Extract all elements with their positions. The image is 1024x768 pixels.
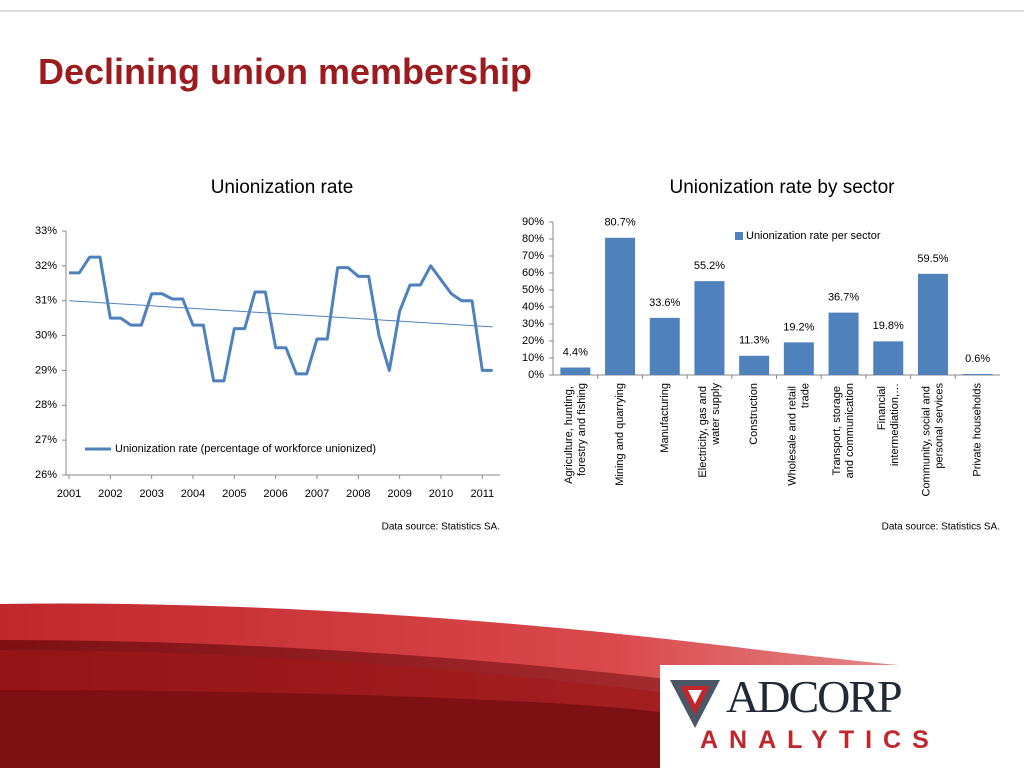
x-tick-label: 2003 — [139, 488, 163, 500]
value-label: 36.7% — [828, 292, 859, 304]
bar — [694, 281, 725, 375]
chart-title: Unionization rate by sector — [670, 177, 896, 198]
x-tick-label: Construction — [748, 383, 760, 445]
value-label: 19.2% — [783, 321, 814, 333]
value-label: 4.4% — [563, 346, 588, 358]
slide-title: Declining union membership — [38, 51, 532, 92]
value-label: 0.6% — [965, 353, 990, 365]
x-tick-label: Manufacturing — [659, 383, 671, 453]
bar — [649, 317, 680, 375]
x-tick-label: Agriculture, hunting, forestry and fishi… — [563, 383, 588, 484]
logo-panel — [660, 665, 1024, 768]
x-tick-label: 2009 — [387, 488, 411, 500]
source-note: Data source: Statistics SA. — [882, 522, 1000, 533]
x-tick-label: 2006 — [263, 488, 287, 500]
legend-swatch — [735, 232, 743, 240]
y-tick-label: 80% — [522, 233, 544, 245]
x-tick-label: 2001 — [57, 488, 81, 500]
x-tick-label: Mining and quarrying — [614, 383, 626, 486]
value-label: 33.6% — [649, 297, 680, 309]
y-tick-label: 32% — [35, 260, 57, 272]
x-tick-label: 2011 — [471, 488, 495, 500]
bar — [828, 312, 859, 375]
y-tick-label: 28% — [35, 399, 57, 411]
chart-title: Unionization rate — [211, 177, 354, 198]
y-tick-label: 50% — [522, 284, 544, 296]
x-tick-label: 2010 — [429, 488, 453, 500]
value-label: 59.5% — [917, 253, 948, 265]
y-tick-label: 70% — [522, 250, 544, 262]
value-label: 19.8% — [873, 320, 904, 332]
logo-tagline: ANALYTICS — [700, 726, 940, 754]
data-line — [69, 255, 493, 383]
y-tick-label: 60% — [522, 267, 544, 279]
y-tick-label: 30% — [522, 318, 544, 330]
y-tick-label: 40% — [522, 301, 544, 313]
bar — [917, 273, 948, 375]
source-note: Data source: Statistics SA. — [382, 522, 500, 533]
y-tick-label: 20% — [522, 335, 544, 347]
x-tick-label: 2005 — [222, 488, 246, 500]
value-label: 11.3% — [739, 335, 770, 347]
logo-icon — [670, 680, 720, 728]
value-label: 55.2% — [694, 260, 725, 272]
bar — [560, 367, 591, 375]
y-tick-label: 30% — [35, 329, 57, 341]
y-tick-label: 10% — [522, 352, 544, 364]
x-tick-label: Private households — [972, 383, 984, 477]
y-tick-label: 90% — [522, 216, 544, 228]
x-tick-label: 2002 — [98, 488, 122, 500]
bar — [783, 342, 814, 375]
x-tick-label: Wholesale and retail trade — [786, 383, 811, 486]
legend-label: Unionization rate per sector — [746, 230, 881, 242]
x-tick-label: 2004 — [181, 488, 205, 500]
x-tick-label: 2008 — [346, 488, 370, 500]
x-tick-label: 2007 — [305, 488, 329, 500]
y-tick-label: 27% — [35, 434, 57, 446]
trend-line — [68, 300, 493, 328]
y-tick-label: 0% — [528, 369, 544, 381]
y-tick-label: 29% — [35, 364, 57, 376]
bar — [962, 373, 993, 375]
bar — [873, 341, 904, 375]
x-tick-label: Financial intermediation,… — [876, 383, 901, 466]
x-tick-label: Community, social and personal services — [920, 383, 945, 497]
y-tick-label: 33% — [35, 225, 57, 237]
x-tick-label: Transport, storage and communication — [831, 383, 856, 478]
bar — [605, 237, 636, 375]
y-tick-label: 31% — [35, 295, 57, 307]
swoosh-base — [0, 690, 660, 768]
bar — [739, 355, 770, 375]
value-label: 80.7% — [604, 217, 635, 229]
x-tick-label: Electricity, gas and water supply — [697, 383, 722, 478]
legend-label: Unionization rate (percentage of workfor… — [115, 443, 376, 455]
logo-name: ADCORP — [726, 671, 901, 722]
y-tick-label: 26% — [35, 469, 57, 481]
